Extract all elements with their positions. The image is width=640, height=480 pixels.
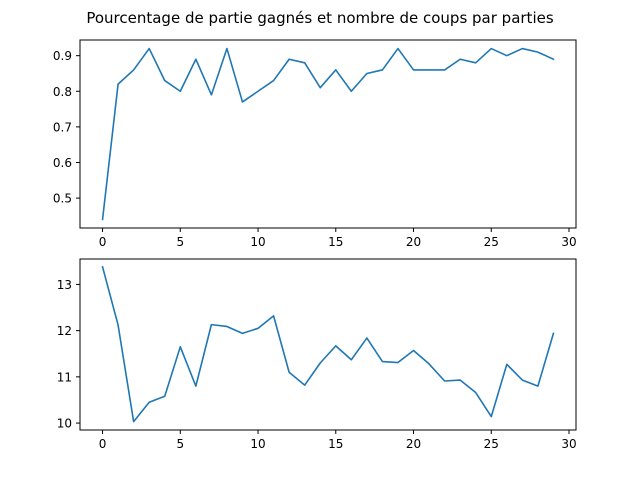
x-tick-label-0-3: 15 — [328, 235, 343, 249]
y-tick-label-1-1: 11 — [57, 370, 72, 384]
y-tick-label-0-3: 0.8 — [53, 85, 72, 99]
subplot-win-rate: 0 5 10 15 20 25 30 0.5 0.6 0.7 0.8 0.9 — [53, 39, 577, 249]
y-tick-label-0-1: 0.6 — [53, 156, 72, 170]
y-tick-label-1-3: 13 — [57, 278, 72, 292]
y-tick-label-0-4: 0.9 — [53, 49, 72, 63]
x-tick-label-1-3: 15 — [328, 437, 343, 451]
x-tick-label-0-5: 25 — [484, 235, 499, 249]
subplot-moves-per-game: 0 5 10 15 20 25 30 10 11 12 13 — [57, 258, 577, 451]
x-tick-label-0-6: 30 — [561, 235, 576, 249]
series-line-0-0 — [101, 47, 555, 221]
axes-frame-0 — [79, 39, 577, 229]
x-tick-label-1-1: 5 — [176, 437, 184, 451]
x-tick-label-0-2: 10 — [250, 235, 265, 249]
x-tick-label-0-1: 5 — [176, 235, 184, 249]
x-tick-label-1-5: 25 — [484, 437, 499, 451]
y-tick-label-1-0: 10 — [57, 417, 72, 431]
x-tick-label-1-0: 0 — [99, 437, 107, 451]
x-tick-label-1-4: 20 — [406, 437, 421, 451]
y-tick-label-0-2: 0.7 — [53, 120, 72, 134]
y-tick-label-1-2: 12 — [57, 324, 72, 338]
axes-frame-1 — [79, 258, 577, 431]
x-tick-label-1-2: 10 — [250, 437, 265, 451]
x-tick-label-0-0: 0 — [99, 235, 107, 249]
series-line-1-0 — [101, 265, 555, 423]
chart-title: Pourcentage de partie gagnés et nombre d… — [86, 9, 553, 27]
x-tick-label-1-6: 30 — [561, 437, 576, 451]
x-tick-label-0-4: 20 — [406, 235, 421, 249]
y-tick-label-0-0: 0.5 — [53, 192, 72, 206]
